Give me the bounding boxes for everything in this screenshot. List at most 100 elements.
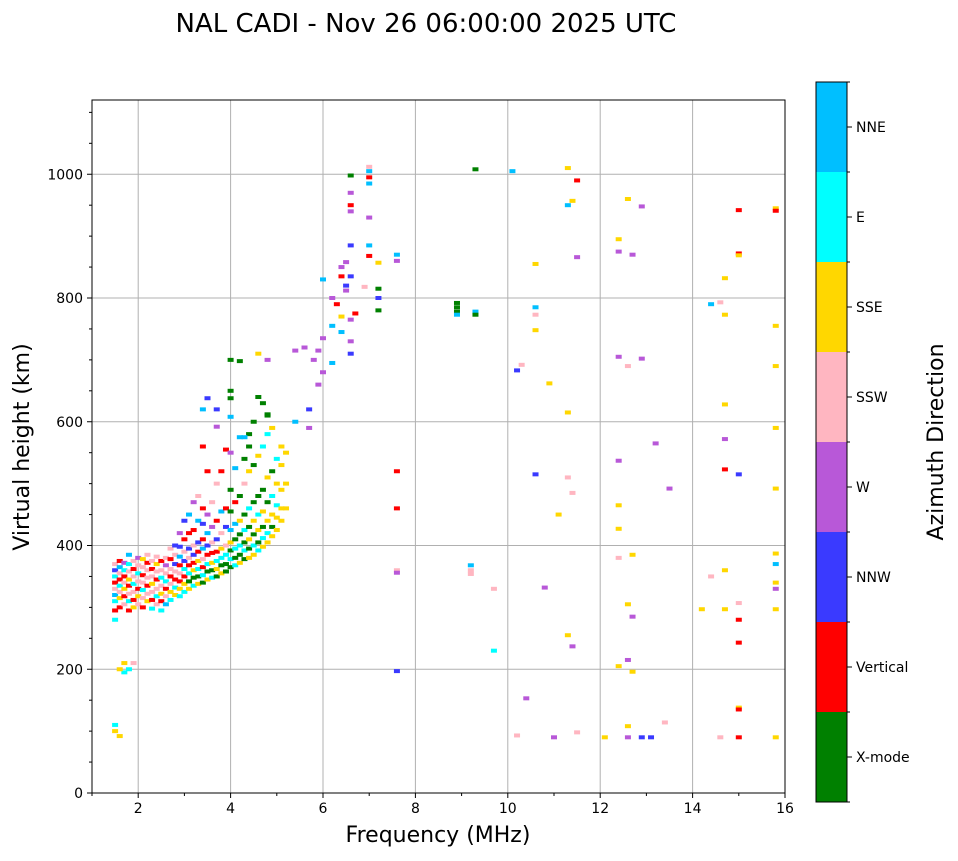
data-point-nne (708, 302, 715, 307)
data-point-ssw (144, 591, 151, 596)
data-point-vertical (333, 302, 340, 307)
data-point-w (666, 486, 673, 491)
data-point-ssw (569, 490, 576, 495)
data-point-sse (259, 509, 266, 514)
data-point-x-mode (232, 555, 239, 560)
x-tick-label: 10 (499, 801, 517, 817)
data-point-sse (125, 577, 132, 582)
data-point-x-mode (264, 500, 271, 505)
data-point-w (310, 357, 317, 362)
data-point-sse (255, 528, 262, 533)
data-point-sse (116, 667, 123, 672)
data-point-nnw (347, 243, 354, 248)
data-point-x-mode (250, 532, 257, 537)
data-point-w (652, 441, 659, 446)
data-point-vertical (144, 560, 151, 565)
data-point-x-mode (236, 552, 243, 557)
data-point-nne (218, 509, 225, 514)
chart-title: NAL CADI - Nov 26 06:00:00 2025 UTC (176, 9, 677, 39)
data-point-vertical (130, 597, 137, 602)
data-point-w (638, 204, 645, 209)
data-point-nnw (204, 396, 211, 401)
data-point-x-mode (227, 565, 234, 570)
data-point-vertical (735, 208, 742, 213)
y-tick-label: 800 (56, 291, 83, 307)
data-point-vertical (195, 549, 202, 554)
data-points (112, 164, 779, 740)
data-point-sse (227, 540, 234, 545)
data-point-sse (255, 453, 262, 458)
data-point-x-mode (227, 388, 234, 393)
data-point-sse (278, 463, 285, 468)
data-point-ssw (130, 589, 137, 594)
data-point-ssw (158, 583, 165, 588)
data-point-e (139, 588, 146, 593)
data-point-sse (218, 571, 225, 576)
data-point-vertical (574, 178, 581, 183)
data-point-ssw (162, 594, 169, 599)
data-point-nne (232, 466, 239, 471)
data-point-e (490, 648, 497, 653)
data-point-vertical (130, 567, 137, 572)
data-point-sse (772, 551, 779, 556)
data-point-x-mode (222, 562, 229, 567)
data-point-sse (721, 276, 728, 281)
data-point-sse (772, 486, 779, 491)
data-point-nne (532, 305, 539, 310)
data-point-nnw (204, 543, 211, 548)
data-point-e (246, 506, 253, 511)
data-point-nne (116, 565, 123, 570)
colorbar-segment (816, 172, 847, 262)
data-point-x-mode (209, 568, 216, 573)
data-point-x-mode (347, 173, 354, 178)
data-point-ssw (112, 562, 119, 567)
data-point-nnw (213, 537, 220, 542)
data-point-sse (772, 607, 779, 612)
data-point-ssw (661, 720, 668, 725)
data-point-w (347, 190, 354, 195)
data-point-ssw (190, 543, 197, 548)
data-point-w (721, 437, 728, 442)
data-point-nne (176, 554, 183, 559)
data-point-vertical (735, 640, 742, 645)
data-point-nne (292, 419, 299, 424)
data-point-nne (195, 518, 202, 523)
data-point-sse (278, 444, 285, 449)
data-point-x-mode (232, 537, 239, 542)
data-point-ssw (218, 531, 225, 536)
data-point-ssw (167, 546, 174, 551)
data-point-nne (232, 521, 239, 526)
data-point-ssw (149, 574, 156, 579)
data-point-e (121, 568, 128, 573)
data-point-e (199, 573, 206, 578)
data-point-sse (546, 381, 553, 386)
data-point-sse (213, 567, 220, 572)
data-point-x-mode (227, 487, 234, 492)
data-point-e (209, 575, 216, 580)
data-point-e (195, 567, 202, 572)
data-point-vertical (218, 469, 225, 474)
data-point-vertical (162, 586, 169, 591)
data-point-nne (227, 414, 234, 419)
data-point-ssw (125, 569, 132, 574)
data-point-e (241, 548, 248, 553)
data-point-vertical (199, 537, 206, 542)
data-point-sse (269, 512, 276, 517)
data-point-sse (615, 664, 622, 669)
data-point-x-mode (236, 494, 243, 498)
data-point-w (338, 265, 345, 270)
data-point-x-mode (246, 444, 253, 449)
data-point-w (315, 348, 322, 353)
data-point-vertical (352, 311, 359, 316)
data-point-x-mode (195, 574, 202, 579)
data-point-nnw (375, 296, 382, 300)
data-point-nnw (199, 521, 206, 526)
data-point-e (172, 585, 179, 590)
data-point-vertical (393, 469, 400, 474)
data-point-e (259, 444, 266, 449)
data-point-nne (320, 277, 326, 282)
data-point-vertical (149, 597, 156, 602)
data-point-sse (116, 734, 123, 739)
data-point-vertical (116, 558, 123, 563)
